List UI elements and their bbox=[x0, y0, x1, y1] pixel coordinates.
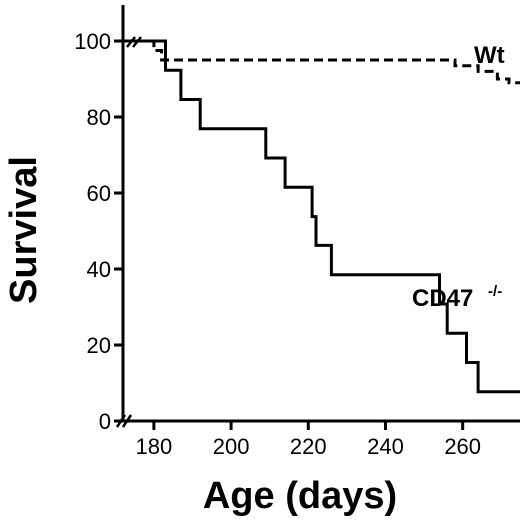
series-label-cd47-sup: -/- bbox=[488, 283, 502, 300]
y-tick-label-40: 40 bbox=[87, 257, 111, 282]
axes bbox=[115, 5, 520, 428]
y-tick-label-100: 100 bbox=[74, 29, 111, 54]
y-tick-label-60: 60 bbox=[87, 181, 111, 206]
series-line-wt bbox=[123, 39, 520, 85]
y-tick-label-20: 20 bbox=[87, 333, 111, 358]
x-tick-label-240: 240 bbox=[367, 434, 404, 459]
series-label-cd47: CD47 -/- bbox=[412, 283, 502, 312]
tick-marks bbox=[114, 39, 465, 430]
series-lines bbox=[123, 39, 520, 394]
series-label-cd47-main: CD47 bbox=[412, 285, 473, 312]
tick-labels: 020406080100180200220240260280 bbox=[74, 29, 481, 459]
y-tick-label-80: 80 bbox=[87, 105, 111, 130]
series-label-wt: Wt bbox=[474, 42, 505, 69]
x-tick-label-220: 220 bbox=[290, 434, 327, 459]
y-tick-label-0: 0 bbox=[99, 409, 111, 434]
x-tick-label-260: 260 bbox=[444, 434, 481, 459]
x-axis-title: Age (days) bbox=[203, 475, 397, 517]
axis-break-mark-bottom-2 bbox=[121, 414, 133, 428]
y-axis-title: Survival bbox=[3, 156, 45, 304]
x-tick-label-200: 200 bbox=[213, 434, 250, 459]
x-tick-label-180: 180 bbox=[136, 434, 173, 459]
series-line-cd47 bbox=[123, 39, 520, 394]
